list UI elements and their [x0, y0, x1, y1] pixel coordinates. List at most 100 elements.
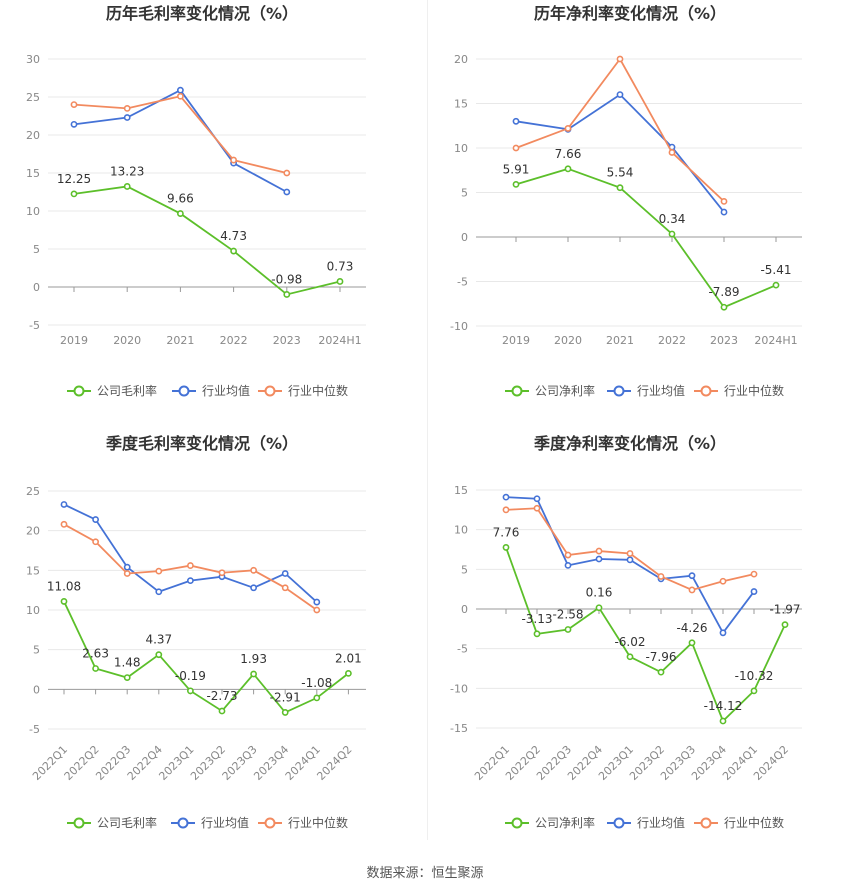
data-label: -0.98	[271, 272, 302, 286]
data-label: 5.54	[607, 166, 634, 180]
data-point-industry_avg	[250, 584, 257, 592]
data-point-company	[123, 183, 131, 190]
data-point-industry_median	[616, 55, 624, 63]
data-label: -6.02	[614, 635, 645, 649]
legend-item-industry_median[interactable]: 行业中位数	[258, 383, 348, 398]
quarterly-gross-margin-chart: 季度毛利率变化情况（%） -5 0 5 10 15 20 25 2022Q1 2022Q2 2022…	[0, 430, 420, 840]
legend-marker-icon	[700, 817, 712, 829]
x-tick-label: 2021	[606, 334, 634, 347]
legend-item-company[interactable]: 公司净利率	[505, 815, 595, 830]
data-point-company	[336, 278, 344, 285]
data-label: 7.76	[493, 525, 520, 539]
x-tick-label: 2019	[502, 334, 530, 347]
legend-item-company[interactable]: 公司毛利率	[67, 383, 157, 398]
data-label: -2.91	[270, 690, 301, 704]
y-tick-label: 15	[26, 564, 40, 577]
data-point-company	[720, 303, 728, 311]
legend-marker-icon	[613, 385, 625, 397]
data-label: -7.96	[645, 650, 676, 664]
legend-item-industry_avg[interactable]: 行业均值	[172, 383, 250, 398]
data-point-company	[155, 651, 163, 659]
chart-svg: 季度净利率变化情况（%）-15-10-50510152022Q12022Q220…	[450, 434, 802, 830]
legend-marker-icon	[73, 385, 85, 397]
data-point-industry_median	[502, 506, 510, 514]
data-point-company	[313, 694, 321, 702]
legend-item-industry_median[interactable]: 行业中位数	[694, 383, 784, 398]
legend-label: 公司净利率	[535, 383, 595, 398]
y-tick-label: 30	[26, 53, 40, 66]
data-label: 7.66	[555, 147, 582, 161]
data-point-industry_median	[720, 197, 728, 205]
chart-title: 历年毛利率变化情况（%）	[106, 4, 298, 23]
data-point-company	[564, 165, 572, 173]
data-label: 4.73	[220, 229, 247, 243]
legend-item-industry_median[interactable]: 行业中位数	[258, 815, 348, 830]
series-line-industry_median	[515, 57, 725, 203]
data-point-industry_median	[668, 149, 676, 156]
data-point-company	[218, 707, 226, 715]
legend-marker-icon	[700, 385, 712, 397]
data-point-company	[186, 687, 194, 695]
legend-marker-icon	[264, 385, 276, 397]
data-point-industry_median	[719, 577, 727, 585]
data-point-industry_median	[281, 584, 289, 592]
x-tick-label: 2023	[710, 334, 738, 347]
chart-title: 历年净利率变化情况（%）	[534, 4, 726, 23]
data-point-company	[533, 630, 541, 638]
legend-item-company[interactable]: 公司净利率	[505, 383, 595, 398]
y-tick-label: 20	[26, 129, 40, 142]
data-label: 9.66	[167, 192, 194, 206]
data-point-company	[512, 181, 520, 188]
legend-label: 公司净利率	[535, 815, 595, 830]
data-point-company	[502, 544, 510, 551]
data-point-industry_median	[750, 570, 758, 578]
legend-item-industry_median[interactable]: 行业中位数	[694, 815, 784, 830]
legend-label: 行业中位数	[288, 815, 348, 830]
y-tick-label: 25	[26, 91, 40, 104]
series-line-industry_avg	[73, 89, 288, 193]
series-line-industry_avg	[63, 503, 318, 603]
data-point-industry_avg	[688, 572, 696, 580]
legend-item-company[interactable]: 公司毛利率	[67, 815, 157, 830]
data-point-industry_median	[155, 567, 163, 575]
data-point-industry_avg	[626, 556, 634, 564]
legend-label: 行业中位数	[724, 815, 784, 830]
y-tick-label: 0	[33, 683, 40, 696]
x-tick-label: 2024H1	[318, 334, 361, 347]
annual-gross-margin-chart: 历年毛利率变化情况（%） -5 0 5 10 15 20 25 30 2019 2020 2021 20…	[0, 0, 420, 420]
data-label: 13.23	[110, 164, 144, 178]
data-point-industry_avg	[533, 495, 541, 503]
data-point-company	[668, 230, 676, 238]
data-point-company	[70, 190, 78, 198]
quarterly-net-margin-chart: 季度净利率变化情况（%） -15 -10 -5 0 5 10 15 2022Q1 2022Q2 20…	[428, 430, 848, 840]
data-label: 11.08	[47, 579, 81, 593]
data-label: -1.08	[301, 676, 332, 690]
legend-item-industry_avg[interactable]: 行业均值	[607, 383, 685, 398]
data-label: -2.73	[206, 689, 237, 703]
x-tick-label: 2022	[658, 334, 686, 347]
annual-net-margin-chart: 历年净利率变化情况（%） -10 -5 0 5 10 15 20 2019 2020 2021 202…	[428, 0, 848, 420]
x-tick-label: 2023	[273, 334, 301, 347]
legend-label: 行业均值	[201, 815, 249, 830]
legend-marker-icon	[178, 385, 190, 397]
data-point-industry_avg	[155, 588, 163, 596]
legend-marker-icon	[264, 817, 276, 829]
data-point-industry_avg	[313, 598, 321, 606]
data-point-industry_avg	[186, 577, 194, 585]
data-point-company	[92, 665, 99, 672]
data-label: -3.13	[521, 612, 552, 626]
legend-label: 公司毛利率	[97, 383, 157, 398]
data-point-company	[564, 626, 572, 633]
legend-item-industry_avg[interactable]: 行业均值	[607, 815, 685, 830]
y-tick-label: 15	[26, 167, 40, 180]
data-label: -1.97	[769, 603, 800, 617]
legend-item-industry_avg[interactable]: 行业均值	[171, 815, 249, 830]
data-point-industry_median	[564, 551, 572, 559]
data-point-company	[230, 247, 237, 255]
data-label: 4.37	[145, 633, 172, 647]
data-point-industry_median	[123, 105, 131, 112]
chart-svg: 历年净利率变化情况（%） -10 -5 0 5 10 15 20 2019 2020 2021 202…	[450, 4, 802, 398]
data-point-industry_median	[218, 569, 226, 577]
chart-title: 季度毛利率变化情况（%）	[105, 434, 298, 453]
y-tick-label: 10	[454, 142, 468, 155]
